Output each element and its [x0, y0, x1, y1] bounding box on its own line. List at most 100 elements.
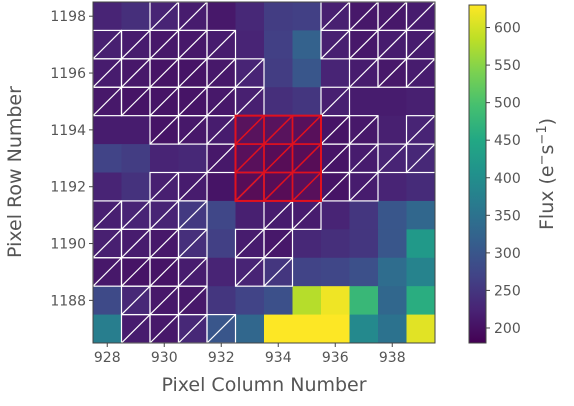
heatmap-cell: [349, 229, 379, 259]
colorbar-label-sup2: −1: [535, 125, 550, 144]
heatmap-cell: [321, 286, 351, 316]
heatmap-cell: [207, 257, 237, 287]
heatmap-cell: [93, 172, 123, 202]
colorbar-tick-label: 400: [494, 171, 521, 187]
heatmap-cell: [378, 115, 408, 145]
heatmap-cell: [321, 257, 351, 287]
x-tick-label: 928: [94, 350, 121, 366]
heatmap-cell: [93, 2, 123, 32]
heatmap-cell: [264, 30, 294, 60]
y-tick-label: 1190: [50, 237, 86, 253]
y-tick-label: 1198: [50, 9, 86, 25]
heatmap-cell: [207, 200, 237, 230]
colorbar-tick-label: 300: [494, 246, 521, 262]
colorbar-label-sup1: −: [535, 154, 550, 165]
aperture-pixel: [291, 114, 322, 145]
y-tick-label: 1192: [50, 180, 86, 196]
plot-frame: [92, 1, 436, 344]
heatmap-cell: [378, 257, 408, 287]
heatmap-cell: [235, 200, 265, 230]
heatmap-cell: [292, 58, 322, 88]
heatmap-cell: [207, 172, 237, 202]
heatmap-cell: [406, 314, 435, 343]
heatmap-cell: [178, 144, 208, 174]
heatmap-cell: [121, 2, 151, 32]
heatmap-cell: [93, 144, 123, 174]
colorbar-label-mid: s: [536, 145, 558, 155]
heatmap-cell: [378, 200, 408, 230]
x-tick-label: 932: [208, 350, 235, 366]
colorbar-label: Flux (e−s−1): [535, 118, 558, 230]
x-axis-label: Pixel Column Number: [161, 374, 366, 396]
colorbar-label-main: Flux (e: [536, 165, 558, 230]
heatmap-cell: [264, 286, 294, 316]
aperture-pixel: [263, 114, 294, 145]
heatmap-cell: [292, 87, 322, 117]
heatmap-cell: [349, 200, 379, 230]
y-tick-label: 1196: [50, 66, 86, 82]
aperture-pixel: [291, 143, 322, 174]
heatmap-cell: [378, 172, 408, 202]
colorbar-tick-label: 600: [494, 21, 521, 37]
heatmap-cell: [121, 144, 151, 174]
heatmap-cell: [292, 2, 322, 32]
colorbar-tick-label: 200: [494, 321, 521, 337]
heatmap-cell: [321, 58, 351, 88]
heatmap-cell: [93, 115, 123, 145]
heatmap-cell: [207, 2, 237, 32]
y-axis-label: Pixel Row Number: [4, 86, 26, 258]
heatmap-cell: [406, 257, 435, 287]
aperture-pixel: [263, 171, 294, 202]
colorbar-ticks: 200 250 300 350 400 450 500 550 600: [486, 21, 521, 337]
heatmap-cell: [292, 286, 322, 316]
heatmap-cell: [292, 229, 322, 259]
aperture-pixel: [291, 171, 322, 202]
heatmap-cell: [406, 172, 435, 202]
heatmap-cell: [406, 87, 435, 117]
heatmap-cell: [207, 229, 237, 259]
heatmap-cell: [378, 286, 408, 316]
x-tick-label: 934: [265, 350, 292, 366]
y-tick-label: 1194: [50, 123, 86, 139]
colorbar-label-end: ): [536, 118, 558, 125]
colorbar: [468, 4, 487, 344]
hatched-pixel: [405, 143, 435, 174]
heatmap-cell: [378, 314, 408, 343]
hatched-pixel: [405, 58, 435, 88]
heatmap-cell: [378, 229, 408, 259]
colorbar-tick-label: 500: [494, 96, 521, 112]
heatmap-cell: [349, 257, 379, 287]
heatmap-cell: [349, 286, 379, 316]
heatmap-cell: [207, 286, 237, 316]
heatmap-cell: [292, 257, 322, 287]
heatmap-cell: [150, 144, 180, 174]
colorbar-tick-label: 250: [494, 283, 521, 299]
heatmap-cell: [264, 58, 294, 88]
aperture-pixel: [263, 143, 294, 174]
aperture-mask: [234, 114, 322, 202]
heatmap-cell: [349, 87, 379, 117]
y-tick-label: 1188: [50, 293, 86, 309]
heatmap-cell: [406, 200, 435, 230]
hatched-pixel: [263, 257, 294, 287]
heatmap-cell: [93, 314, 123, 343]
heatmap-cell: [406, 229, 435, 259]
heatmap-cell: [264, 87, 294, 117]
heatmap-cell: [378, 87, 408, 117]
heatmap-cell: [235, 314, 265, 343]
heatmap-cell: [121, 172, 151, 202]
aperture-pixel: [234, 114, 265, 145]
heatmap-cell: [264, 314, 294, 343]
heatmap-cell: [93, 286, 123, 316]
heatmap-cell: [235, 30, 265, 60]
aperture-pixel: [234, 143, 265, 174]
heatmap-cell: [121, 115, 151, 145]
y-axis-ticks: 1188 1190 1192 1194 1196 1198: [50, 9, 93, 309]
heatmap-cell: [321, 314, 351, 343]
aperture-pixel: [234, 171, 265, 202]
heatmap-cell: [321, 200, 351, 230]
heatmap-cell: [321, 229, 351, 259]
heatmap-cell: [264, 2, 294, 32]
heatmap-cell: [406, 286, 435, 316]
